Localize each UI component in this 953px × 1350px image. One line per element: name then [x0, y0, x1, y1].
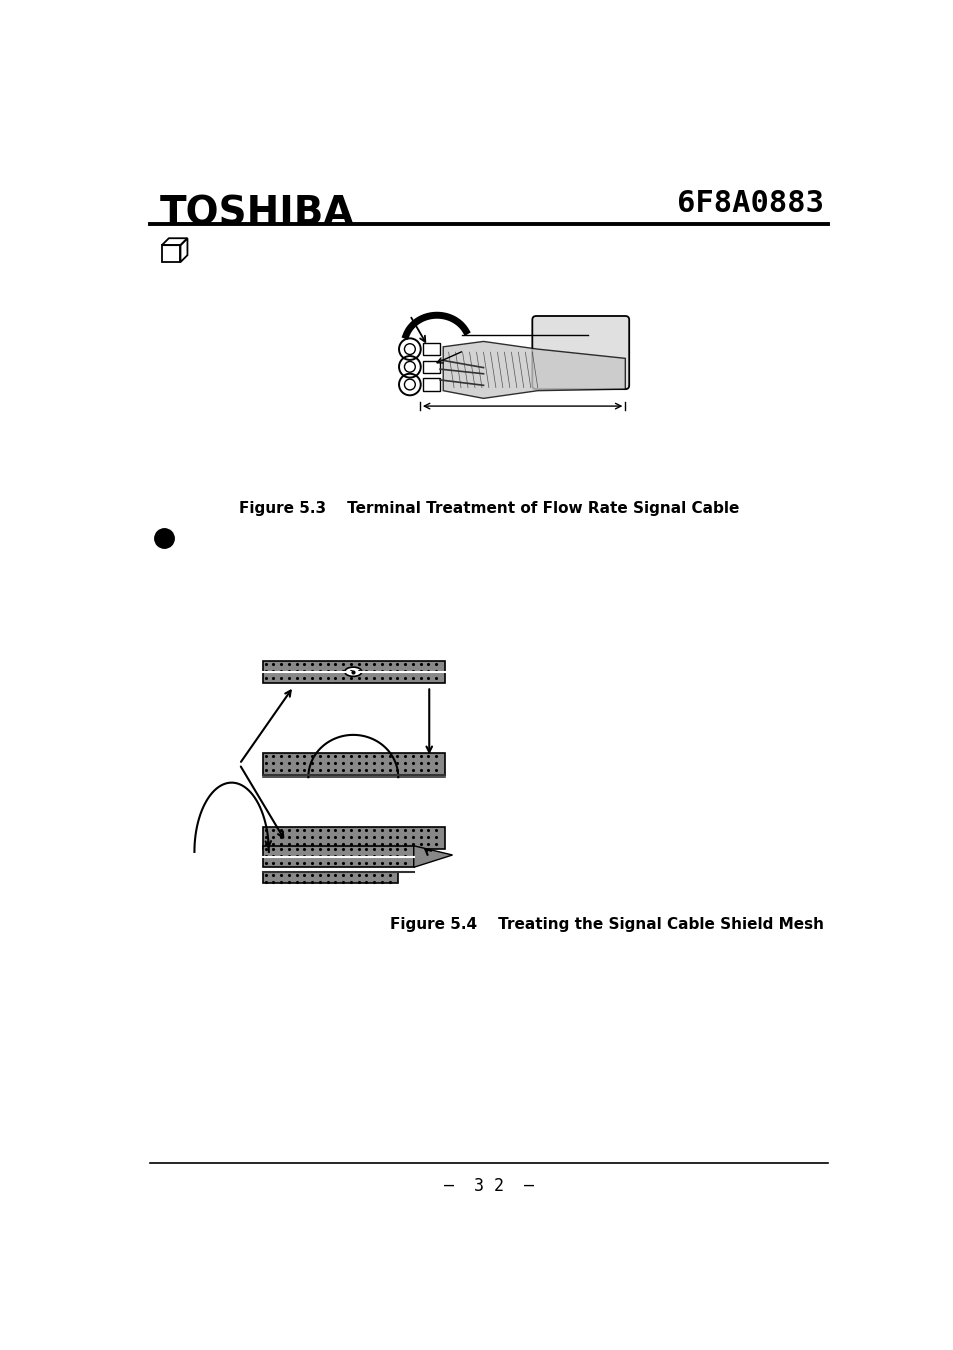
Ellipse shape	[344, 667, 361, 676]
Bar	[262, 662, 444, 683]
Bar	[262, 845, 414, 867]
Polygon shape	[443, 342, 624, 398]
Bar	[262, 828, 444, 849]
Text: TOSHIBA: TOSHIBA	[159, 194, 354, 232]
Bar	[422, 343, 439, 355]
FancyBboxPatch shape	[532, 316, 629, 389]
Text: 6F8A0883: 6F8A0883	[677, 189, 823, 217]
Bar	[262, 753, 444, 775]
Bar	[422, 360, 439, 373]
Polygon shape	[414, 845, 452, 867]
Text: Figure 5.3    Terminal Treatment of Flow Rate Signal Cable: Figure 5.3 Terminal Treatment of Flow Ra…	[238, 501, 739, 516]
Bar	[262, 872, 397, 883]
Text: Figure 5.4    Treating the Signal Cable Shield Mesh: Figure 5.4 Treating the Signal Cable Shi…	[390, 917, 823, 932]
Bar	[422, 378, 439, 390]
Text: –  3 2  –: – 3 2 –	[443, 1177, 534, 1195]
